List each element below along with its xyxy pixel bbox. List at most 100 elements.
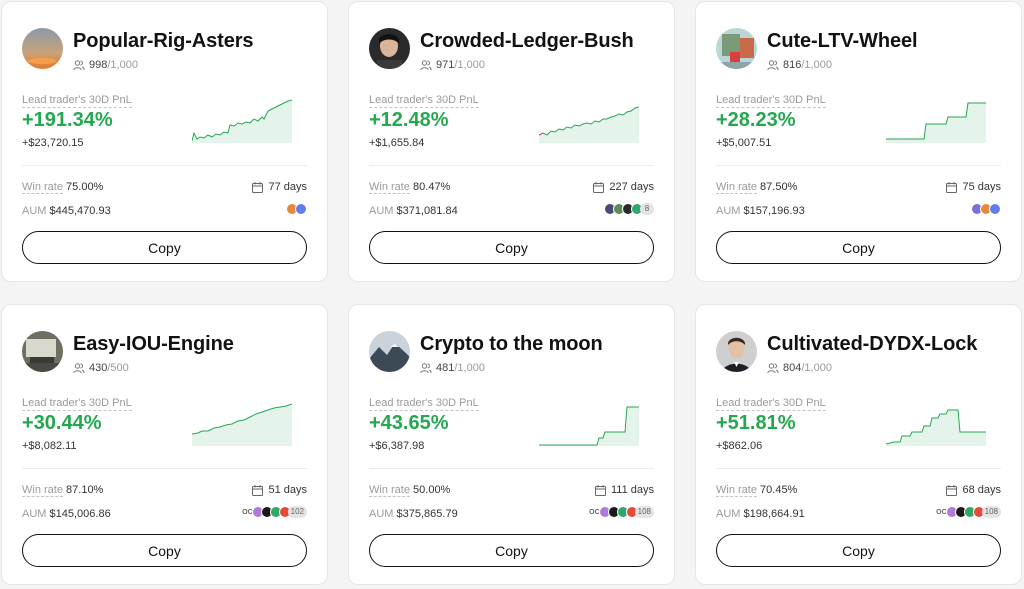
oc-coin-label: OC [242, 508, 253, 516]
copy-button[interactable]: Copy [22, 231, 307, 264]
aum-label: AUM [22, 508, 47, 520]
copy-button[interactable]: Copy [369, 534, 654, 567]
win-rate-value: 75.00% [66, 181, 104, 193]
trader-avatar[interactable] [369, 331, 410, 372]
trader-card[interactable]: Easy-IOU-Engine 430/500 Lead trader's 30… [1, 304, 328, 585]
coin-icon [989, 203, 1001, 215]
aum-label: AUM [369, 205, 394, 217]
trader-avatar[interactable] [22, 331, 63, 372]
copiers-max: /1,000 [801, 362, 832, 374]
trader-avatar[interactable] [22, 28, 63, 69]
user-group-icon [420, 60, 432, 71]
copiers-current: 816 [783, 59, 802, 71]
trader-avatar[interactable] [716, 331, 757, 372]
pnl-sparkline [886, 102, 986, 143]
aum-value: $145,006.86 [49, 508, 111, 520]
pnl-amount: +$5,007.51 [716, 137, 772, 149]
trader-name[interactable]: Popular-Rig-Asters [73, 30, 254, 52]
trader-card[interactable]: Popular-Rig-Asters 998/1,000 Lead trader… [1, 1, 328, 282]
calendar-icon [252, 181, 264, 193]
aum: AUM $375,865.79 [369, 508, 458, 520]
win-rate-value: 50.00% [413, 484, 451, 496]
pnl-sparkline [539, 406, 639, 446]
card-divider [22, 165, 307, 166]
pnl-label: Lead trader's 30D PnL [22, 94, 132, 108]
coin-list: 8 [604, 203, 654, 215]
trader-card[interactable]: Crypto to the moon 481/1,000 Lead trader… [348, 304, 675, 585]
copiers-max: /1,000 [454, 362, 485, 374]
aum-value: $198,664.91 [743, 508, 805, 520]
copy-button[interactable]: Copy [369, 231, 654, 264]
copiers-max: /500 [107, 362, 129, 374]
trading-days: 68 days [946, 484, 1001, 496]
copy-button[interactable]: Copy [716, 534, 1001, 567]
trader-name[interactable]: Cute-LTV-Wheel [767, 30, 918, 52]
coin-list: OC 108 [936, 506, 1001, 518]
card-divider [369, 165, 654, 166]
trading-days: 227 days [593, 181, 654, 193]
more-coins-badge: 108 [981, 506, 1001, 518]
calendar-icon [946, 181, 958, 193]
copiers-count: 481/1,000 [420, 362, 485, 374]
pnl-sparkline [192, 403, 292, 446]
trader-avatar[interactable] [369, 28, 410, 69]
copiers-current: 481 [436, 362, 455, 374]
aum-label: AUM [369, 508, 394, 520]
pnl-amount: +$23,720.15 [22, 137, 84, 149]
copy-button[interactable]: Copy [22, 534, 307, 567]
coin-list [286, 203, 307, 215]
more-coins-badge: 102 [287, 506, 307, 518]
trading-days: 77 days [252, 181, 307, 193]
win-rate: Win rate 87.50% [716, 181, 798, 194]
pnl-label: Lead trader's 30D PnL [716, 94, 826, 108]
copy-button[interactable]: Copy [716, 231, 1001, 264]
pnl-sparkline [886, 409, 986, 446]
trader-name[interactable]: Crowded-Ledger-Bush [420, 30, 634, 52]
win-rate: Win rate 75.00% [22, 181, 104, 194]
copiers-current: 430 [89, 362, 108, 374]
win-rate: Win rate 80.47% [369, 181, 450, 194]
trader-name[interactable]: Easy-IOU-Engine [73, 333, 234, 355]
coin-list [971, 203, 1001, 215]
aum: AUM $157,196.93 [716, 205, 805, 217]
user-group-icon [73, 60, 85, 71]
aum-value: $375,865.79 [396, 508, 458, 520]
copiers-current: 971 [436, 59, 455, 71]
aum-value: $371,081.84 [396, 205, 458, 217]
aum: AUM $145,006.86 [22, 508, 111, 520]
copiers-current: 804 [783, 362, 802, 374]
win-rate-value: 70.45% [760, 484, 798, 496]
aum-value: $445,470.93 [49, 205, 111, 217]
trader-name[interactable]: Crypto to the moon [420, 333, 603, 355]
win-rate-label: Win rate [716, 484, 757, 497]
trading-days: 75 days [946, 181, 1001, 193]
trader-card[interactable]: Crowded-Ledger-Bush 971/1,000 Lead trade… [348, 1, 675, 282]
trader-card[interactable]: Cute-LTV-Wheel 816/1,000 Lead trader's 3… [695, 1, 1022, 282]
pnl-percent: +51.81% [716, 412, 796, 434]
trading-days: 111 days [594, 484, 654, 496]
pnl-amount: +$6,387.98 [369, 440, 425, 452]
win-rate-label: Win rate [369, 181, 410, 194]
copiers-count: 998/1,000 [73, 59, 138, 71]
trader-card[interactable]: Cultivated-DYDX-Lock 804/1,000 Lead trad… [695, 304, 1022, 585]
trading-days-value: 75 days [962, 181, 1001, 193]
pnl-amount: +$8,082.11 [22, 440, 77, 452]
pnl-label: Lead trader's 30D PnL [369, 94, 479, 108]
user-group-icon [767, 363, 779, 374]
aum: AUM $371,081.84 [369, 205, 458, 217]
trading-days-value: 51 days [268, 484, 307, 496]
trader-avatar[interactable] [716, 28, 757, 69]
copiers-max: /1,000 [454, 59, 485, 71]
trading-days: 51 days [252, 484, 307, 496]
copiers-count: 430/500 [73, 362, 129, 374]
pnl-percent: +43.65% [369, 412, 449, 434]
win-rate: Win rate 87.10% [22, 484, 104, 497]
pnl-sparkline [539, 106, 639, 143]
copiers-count: 816/1,000 [767, 59, 832, 71]
copiers-max: /1,000 [801, 59, 832, 71]
win-rate-value: 87.10% [66, 484, 104, 496]
win-rate-value: 87.50% [760, 181, 798, 193]
trader-name[interactable]: Cultivated-DYDX-Lock [767, 333, 978, 355]
coin-list: OC 102 [242, 506, 307, 518]
coin-list: OC 108 [589, 506, 654, 518]
